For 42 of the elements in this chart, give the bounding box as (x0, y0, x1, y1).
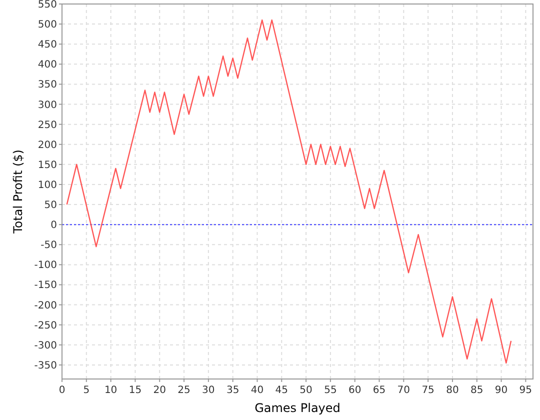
y-tick-label: 150 (38, 160, 57, 171)
y-tick-label: -300 (34, 340, 57, 352)
y-tick-label: -150 (34, 280, 57, 292)
x-tick-label: 40 (250, 385, 264, 396)
y-tick-label: 100 (38, 180, 57, 191)
line-series (66, 19, 512, 364)
y-tick-label: 300 (38, 100, 57, 111)
x-tick-label: 30 (202, 385, 215, 396)
y-tick-label: 50 (44, 200, 57, 212)
y-tick-label: 550 (38, 0, 57, 10)
x-tick-label: 25 (178, 385, 190, 396)
x-tick-label: 65 (372, 385, 386, 396)
x-tick-label: 5 (83, 385, 90, 396)
x-tick-label: 80 (446, 385, 459, 396)
y-tick-label: -250 (34, 320, 57, 332)
y-tick-label: 350 (38, 80, 57, 91)
y-tick-label: -100 (34, 260, 57, 272)
x-tick-label: 0 (58, 385, 66, 396)
x-tick-label: 50 (300, 385, 312, 396)
x-tick-label: 20 (153, 385, 166, 396)
y-tick-label: 450 (38, 40, 57, 51)
x-tick-label: 60 (348, 385, 362, 396)
x-axis-title: Games Played (254, 401, 340, 415)
x-tick-label: 95 (519, 385, 532, 396)
x-tick-label: 75 (422, 385, 434, 396)
x-tick-label: 15 (128, 385, 142, 396)
x-tick-label: 70 (397, 385, 410, 396)
y-tick-label: 400 (38, 60, 57, 71)
x-tick-label: 85 (470, 385, 484, 396)
x-tick-label: 10 (104, 385, 118, 396)
x-tick-label: 35 (226, 385, 240, 396)
y-tick-label: 0 (50, 220, 57, 232)
y-tick-label: 250 (38, 120, 57, 131)
y-axis-title: Total Profit ($) (11, 150, 25, 234)
x-tick-label: 90 (494, 385, 508, 396)
y-tick-label: 500 (38, 20, 57, 31)
x-tick-label: 55 (324, 385, 337, 396)
y-tick-label: -200 (34, 300, 57, 312)
y-tick-label: 200 (38, 140, 57, 151)
y-tick-label: -350 (34, 360, 57, 372)
x-tick-label: 45 (275, 385, 288, 396)
y-tick-label: -50 (40, 240, 57, 252)
